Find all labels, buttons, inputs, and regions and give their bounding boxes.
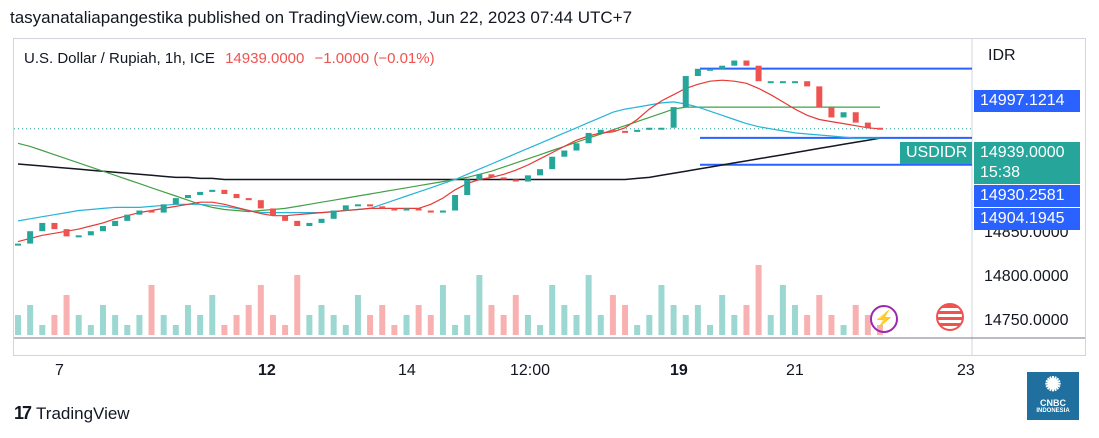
last-price-tag: 14939.0000 — [974, 142, 1080, 164]
tradingview-logo: 17 — [14, 403, 32, 423]
level-tag: 14930.2581 — [974, 185, 1080, 207]
x-tick: 21 — [786, 362, 804, 379]
x-tick: 7 — [55, 362, 64, 379]
x-tick: 12:00 — [510, 362, 551, 379]
peacock-icon: ✺ — [1044, 374, 1062, 396]
symbol-tag: USDIDR — [900, 142, 972, 164]
cnbc-label: CNBC — [1040, 398, 1066, 408]
publisher-caption: tasyanataliapangestika published on Trad… — [10, 8, 633, 27]
cnbc-watermark: ✺ CNBC INDONESIA — [1027, 372, 1079, 420]
chart-legend: U.S. Dollar / Rupiah, 1h, ICE 14939.0000… — [24, 50, 435, 67]
x-tick: 23 — [957, 362, 975, 379]
lightning-icon[interactable]: ⚡ — [870, 305, 898, 333]
price-change: −1.0000 (−0.01%) — [314, 50, 435, 67]
price-tick: 14750.0000 — [984, 312, 1069, 329]
tradingview-label: TradingView — [36, 403, 130, 423]
cnbc-sub: INDONESIA — [1036, 408, 1070, 414]
chart-frame[interactable] — [13, 38, 1086, 356]
level-tag: 14997.1214 — [974, 90, 1080, 112]
currency-unit: IDR — [988, 47, 1016, 64]
x-tick: 12 — [258, 362, 276, 379]
price-tick: 14800.0000 — [984, 268, 1069, 285]
countdown-tag: 15:38 — [974, 162, 1080, 184]
x-tick: 19 — [670, 362, 688, 379]
symbol-title: U.S. Dollar / Rupiah, 1h, ICE — [24, 50, 215, 67]
x-tick: 14 — [398, 362, 416, 379]
us-flag-icon[interactable] — [936, 303, 964, 331]
level-tag: 14904.1945 — [974, 208, 1080, 230]
tradingview-brand[interactable]: 17 TradingView — [14, 403, 130, 424]
last-price: 14939.0000 — [225, 50, 305, 67]
